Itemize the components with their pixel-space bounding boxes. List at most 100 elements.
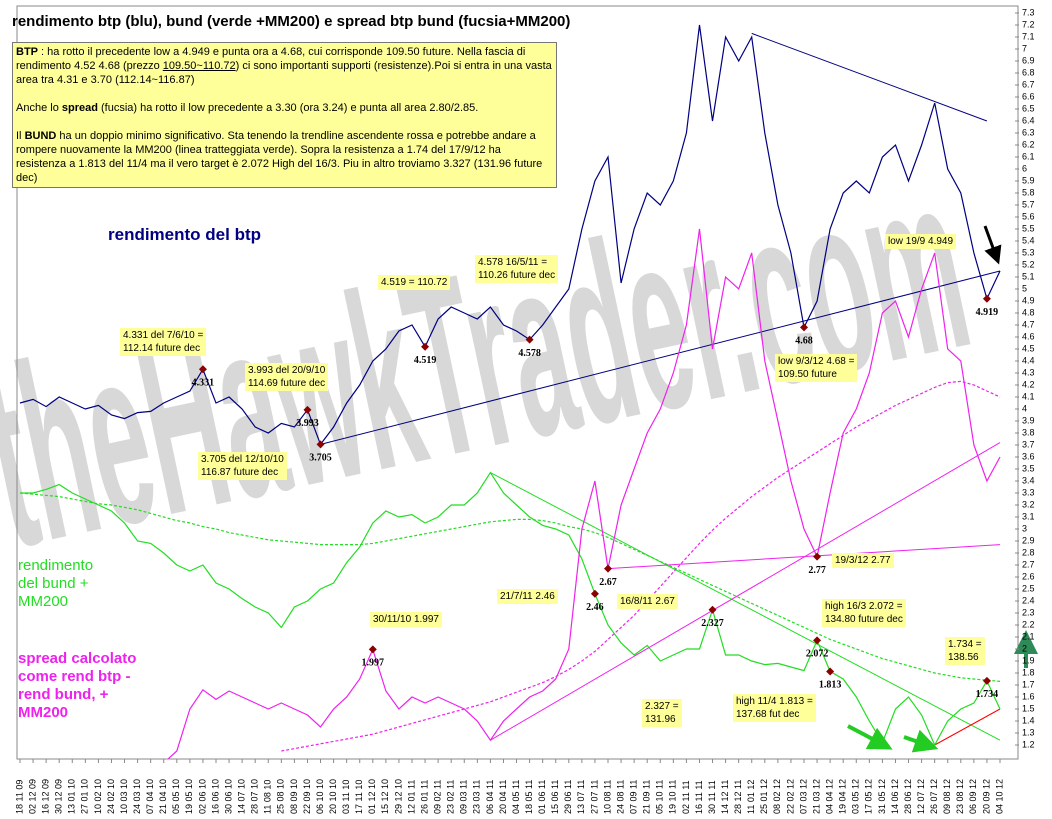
x-tick-label: 24 08 11	[615, 780, 625, 814]
y-tick-label: 6.6	[1022, 91, 1035, 101]
x-tick-label: 23 02 11	[446, 780, 456, 814]
annotation-line: 4.331 del 7/6/10 =	[123, 330, 204, 341]
y-tick-label: 6.5	[1022, 103, 1035, 113]
annotation: 3.993 del 20/9/10 114.69 future dec	[245, 363, 329, 391]
text-run: ) ci sono importanti supporti (resistenz…	[16, 60, 552, 86]
trendline	[490, 442, 1001, 741]
annotation-line: 3.993 del 20/9/10	[248, 365, 326, 376]
x-tick-label: 20 09 12	[981, 779, 991, 814]
point-label: 4.68	[795, 336, 813, 347]
series-line	[281, 380, 1001, 752]
point-marker	[813, 636, 822, 645]
y-tick-label: 2.2	[1022, 619, 1035, 629]
annotation-line: low 19/9 4.949	[888, 236, 954, 247]
x-tick-label: 14 12 11	[720, 780, 730, 814]
y-tick-label: 7	[1022, 43, 1027, 53]
annotation: 4.331 del 7/6/10 = 112.14 future dec	[120, 328, 207, 356]
annotation-line: 131.96	[645, 714, 676, 725]
x-tick-label: 31 05 12	[877, 779, 887, 814]
y-tick-label: 4.4	[1022, 355, 1035, 365]
y-tick-label: 2	[1022, 643, 1027, 653]
y-tick-label: 3.6	[1022, 451, 1035, 461]
annotation: 4.519 = 110.72	[378, 275, 451, 290]
point-label: 4.578	[518, 348, 541, 359]
y-tick-label: 6	[1022, 163, 1027, 173]
text-run: spread	[61, 102, 98, 114]
series-line	[20, 471, 1001, 747]
point-marker	[708, 605, 717, 614]
x-tick-label: 22 09 10	[302, 779, 312, 814]
x-tick-label: 21 03 12	[811, 779, 821, 814]
y-tick-label: 3.2	[1022, 499, 1035, 509]
y-tick-label: 5.8	[1022, 187, 1035, 197]
arrow	[847, 724, 893, 750]
x-tick-label: 18 11 09	[14, 780, 24, 814]
annotation-line: 116.87 future dec	[201, 467, 279, 478]
series-label-line: rend bund, +	[18, 686, 109, 703]
series-label-line: del bund +	[18, 575, 89, 592]
x-tick-label: 25 08 10	[276, 779, 286, 814]
text-run: Il	[16, 130, 25, 142]
series-label: spread calcolato come rend btp - rend bund…	[18, 650, 136, 722]
point-marker	[198, 365, 207, 374]
x-tick-label: 02 06 10	[197, 779, 207, 814]
x-tick-label: 02 11 11	[681, 780, 691, 814]
y-tick-label: 2.7	[1022, 559, 1035, 569]
x-tick-label: 13 01 10	[67, 779, 77, 814]
annotation-line: high 16/3 2.072 =	[825, 601, 903, 612]
annotation-line: 137.68 fut dec	[736, 709, 800, 720]
annotation-line: 138.56	[948, 652, 979, 663]
arrow	[983, 225, 1002, 265]
y-tick-label: 1.2	[1022, 739, 1035, 749]
plot-frame	[16, 5, 1019, 760]
paragraph: BTP : ha rotto il precedente low a 4.949…	[16, 45, 553, 87]
annotation-line: 3.705 del 12/10/10	[201, 454, 284, 465]
series-label: rendimento del bund + MM200	[18, 557, 93, 611]
y-tick-label: 4.3	[1022, 367, 1035, 377]
y-tick-label: 5.3	[1022, 247, 1035, 257]
point-label: 1.997	[362, 658, 385, 669]
point-label: 4.919	[976, 307, 999, 318]
y-tick-label: 4.6	[1022, 331, 1035, 341]
x-tick-label: 09 02 11	[433, 780, 443, 814]
series-label-line: rendimento del btp	[108, 225, 261, 244]
annotation: 1.734 = 138.56	[945, 637, 985, 665]
x-tick-label: 23 08 12	[955, 779, 965, 814]
annotation: 2.327 = 131.96	[642, 699, 682, 727]
series-label-line: MM200	[18, 704, 69, 721]
trendline	[490, 472, 1001, 741]
text-run: BTP	[16, 46, 38, 58]
x-tick-label: 25 01 12	[759, 779, 769, 814]
y-tick-label: 4.8	[1022, 307, 1035, 317]
point-label: 3.705	[309, 453, 332, 464]
x-tick-label: 04 04 12	[825, 779, 835, 814]
x-tick-label: 12 07 12	[916, 779, 926, 814]
x-tick-label: 06 09 12	[968, 779, 978, 814]
annotation: 30/11/10 1.997	[370, 612, 442, 627]
x-tick-label: 16 06 10	[210, 779, 220, 814]
point-marker	[604, 564, 612, 573]
point-label: 4.331	[192, 378, 215, 389]
annotation-line: 30/11/10 1.997	[373, 614, 439, 625]
x-tick-label: 06 10 10	[315, 779, 325, 814]
x-tick-label: 12 01 11	[406, 780, 416, 814]
y-tick-label: 1.7	[1022, 679, 1035, 689]
y-tick-label: 4.9	[1022, 295, 1035, 305]
x-tick-label: 16 12 09	[41, 779, 51, 814]
paragraph: Il BUND ha un doppio minimo significativ…	[16, 129, 553, 185]
x-tick-label: 11 08 10	[263, 780, 273, 814]
paragraph: Anche lo spread (fucsia) ha rotto il low…	[16, 101, 553, 115]
annotation-line: 2.327 =	[645, 701, 679, 712]
x-tick-label: 04 05 11	[511, 780, 521, 814]
x-tick-label: 15 06 11	[550, 780, 560, 814]
trendline	[751, 32, 988, 122]
y-tick-label: 2.4	[1022, 595, 1035, 605]
x-tick-label: 30 06 10	[223, 779, 233, 814]
y-tick-label: 7.1	[1022, 31, 1035, 41]
x-tick-label: 28 07 10	[250, 779, 260, 814]
y-tick-label: 5	[1022, 283, 1027, 293]
x-tick-label: 10 03 10	[119, 779, 129, 814]
point-label: 1.813	[819, 680, 842, 691]
series-label: rendimento del btp	[108, 226, 261, 244]
